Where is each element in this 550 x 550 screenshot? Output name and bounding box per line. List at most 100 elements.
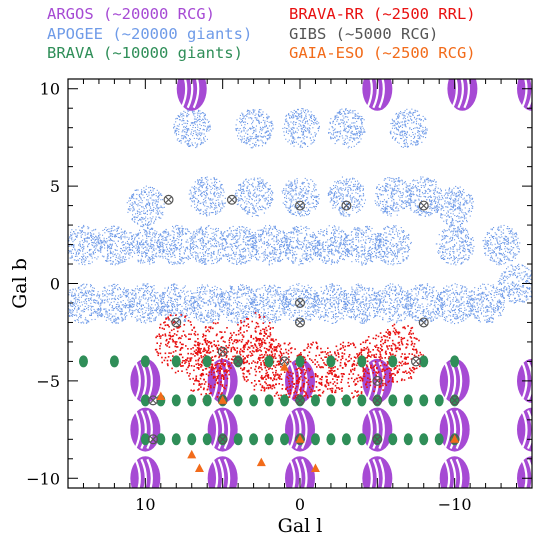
- apogee-star-point: [329, 123, 331, 125]
- apogee-star-point: [283, 243, 285, 245]
- apogee-star-point: [225, 253, 227, 255]
- apogee-star-point: [275, 251, 277, 253]
- apogee-star-point: [328, 132, 330, 134]
- apogee-star-point: [148, 204, 150, 206]
- apogee-star-point: [464, 199, 466, 201]
- apogee-star-point: [285, 183, 287, 185]
- apogee-star-point: [317, 242, 319, 244]
- apogee-star-point: [250, 137, 252, 139]
- apogee-star-point: [241, 139, 243, 141]
- apogee-star-point: [336, 196, 338, 198]
- apogee-star-point: [294, 181, 296, 183]
- apogee-star-point: [246, 213, 248, 215]
- apogee-star-point: [259, 236, 261, 238]
- apogee-star-point: [248, 189, 250, 191]
- apogee-star-point: [260, 139, 262, 141]
- apogee-star-point: [442, 214, 444, 216]
- apogee-star-point: [194, 191, 196, 193]
- apogee-star-point: [143, 208, 145, 210]
- apogee-star-point: [245, 178, 247, 180]
- apogee-star-point: [345, 127, 347, 129]
- apogee-star-point: [263, 231, 265, 233]
- apogee-star-point: [304, 117, 306, 119]
- apogee-star-point: [415, 118, 417, 120]
- apogee-star-point: [462, 190, 464, 192]
- apogee-star-point: [182, 135, 184, 137]
- apogee-star-point: [300, 198, 302, 200]
- apogee-star-point: [267, 116, 269, 118]
- apogee-star-point: [240, 184, 242, 186]
- apogee-star-point: [397, 120, 399, 122]
- apogee-star-point: [191, 144, 193, 146]
- apogee-star-point: [367, 228, 369, 230]
- apogee-star-point: [147, 199, 149, 201]
- apogee-star-point: [270, 125, 272, 127]
- apogee-star-point: [222, 195, 224, 197]
- apogee-star-point: [360, 198, 362, 200]
- apogee-star-point: [288, 124, 290, 126]
- apogee-star-point: [140, 198, 142, 200]
- apogee-star-point: [306, 210, 308, 212]
- apogee-star-point: [342, 210, 344, 212]
- apogee-star-point: [337, 202, 339, 204]
- apogee-star-point: [252, 133, 254, 135]
- apogee-star-point: [329, 132, 331, 134]
- apogee-star-point: [278, 229, 280, 231]
- apogee-star-point: [455, 208, 457, 210]
- apogee-star-point: [256, 196, 258, 198]
- apogee-star-point: [204, 122, 206, 124]
- apogee-star-point: [404, 143, 406, 145]
- apogee-star-point: [193, 114, 195, 116]
- apogee-star-point: [401, 180, 403, 182]
- apogee-star-point: [327, 247, 329, 249]
- apogee-star-point: [331, 237, 333, 239]
- apogee-star-point: [253, 195, 255, 197]
- apogee-star-point: [432, 189, 434, 191]
- apogee-star-point: [234, 258, 236, 260]
- apogee-star-point: [344, 127, 346, 129]
- apogee-star-point: [369, 241, 371, 243]
- apogee-star-point: [257, 202, 259, 204]
- apogee-star-point: [205, 227, 207, 229]
- apogee-star-point: [270, 259, 272, 261]
- apogee-star-point: [365, 257, 367, 259]
- apogee-star-point: [205, 228, 207, 230]
- apogee-star-point: [295, 239, 297, 241]
- apogee-star-point: [219, 257, 221, 259]
- apogee-star-point: [456, 192, 458, 194]
- apogee-star-point: [214, 195, 216, 197]
- apogee-star-point: [395, 207, 397, 209]
- apogee-star-point: [301, 206, 303, 208]
- apogee-star-point: [247, 195, 249, 197]
- apogee-star-point: [284, 235, 286, 237]
- apogee-star-point: [241, 138, 243, 140]
- apogee-star-point: [346, 255, 348, 257]
- apogee-star-point: [252, 207, 254, 209]
- apogee-star-point: [360, 232, 362, 234]
- apogee-star-point: [310, 256, 312, 258]
- apogee-star-point: [440, 214, 442, 216]
- apogee-star-point: [416, 188, 418, 190]
- apogee-star-point: [299, 116, 301, 118]
- apogee-star-point: [343, 128, 345, 130]
- apogee-star-point: [214, 184, 216, 186]
- apogee-star-point: [289, 242, 291, 244]
- apogee-star-point: [257, 207, 259, 209]
- apogee-star-point: [390, 204, 392, 206]
- apogee-star-point: [205, 252, 207, 254]
- apogee-star-point: [396, 123, 398, 125]
- apogee-star-point: [199, 185, 201, 187]
- apogee-star-point: [416, 143, 418, 145]
- apogee-star-point: [216, 256, 218, 258]
- apogee-star-point: [253, 189, 255, 191]
- apogee-star-point: [209, 202, 211, 204]
- apogee-star-point: [205, 212, 207, 214]
- apogee-star-point: [207, 253, 209, 255]
- apogee-star-point: [399, 135, 401, 137]
- apogee-star-point: [384, 206, 386, 208]
- apogee-star-point: [254, 235, 256, 237]
- apogee-star-point: [350, 112, 352, 114]
- apogee-star-point: [336, 135, 338, 137]
- apogee-star-point: [447, 206, 449, 208]
- apogee-star-point: [339, 256, 341, 258]
